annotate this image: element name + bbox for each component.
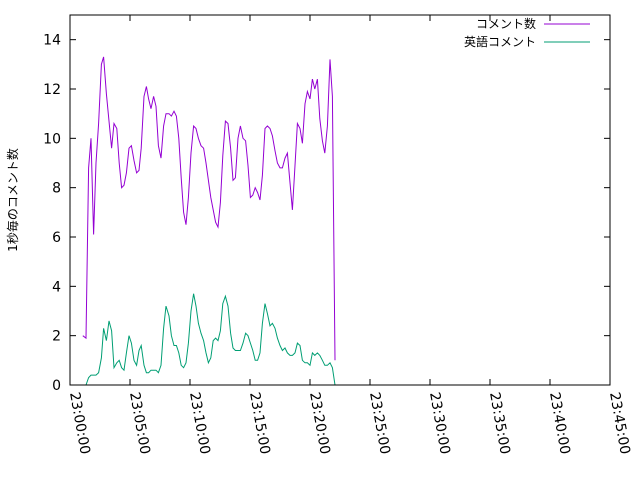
y-tick-label: 6 [52, 230, 61, 246]
legend-label-english-comments: 英語コメント [464, 34, 536, 49]
x-tick-label: 23:25:00 [366, 391, 393, 456]
x-tick-label: 23:20:00 [306, 391, 333, 456]
series-line-comments [82, 56, 336, 361]
y-axis-label: 1秒毎のコメント数 [5, 148, 20, 252]
axis-layer: 0 2 4 6 8 10 12 14 23:00:00 23:05:00 23:10:00 23:15… [43, 15, 633, 456]
x-tick-label: 23:05:00 [126, 391, 153, 456]
series-line-english-comments [82, 293, 336, 386]
x-tick-label: 23:45:00 [606, 391, 633, 456]
x-tick-label: 23:35:00 [486, 391, 513, 456]
y-tick-label: 12 [43, 82, 61, 98]
y-tick-label: 2 [52, 329, 61, 345]
y-tick-label: 8 [52, 181, 61, 197]
x-tick-label: 23:00:00 [66, 391, 93, 456]
x-tick-label: 23:15:00 [246, 391, 273, 456]
legend: コメント数 英語コメント [464, 16, 590, 49]
legend-label-comments: コメント数 [476, 16, 536, 31]
x-tick-label: 23:40:00 [546, 391, 573, 456]
series-layer [82, 56, 336, 386]
x-tick-label: 23:10:00 [186, 391, 213, 456]
y-tick-label: 14 [43, 33, 61, 49]
y-tick-label: 0 [52, 378, 61, 394]
y-tick-label: 4 [52, 279, 61, 295]
y-tick-label: 10 [43, 131, 61, 147]
plot-frame [69, 14, 611, 386]
x-tick-label: 23:30:00 [426, 391, 453, 456]
